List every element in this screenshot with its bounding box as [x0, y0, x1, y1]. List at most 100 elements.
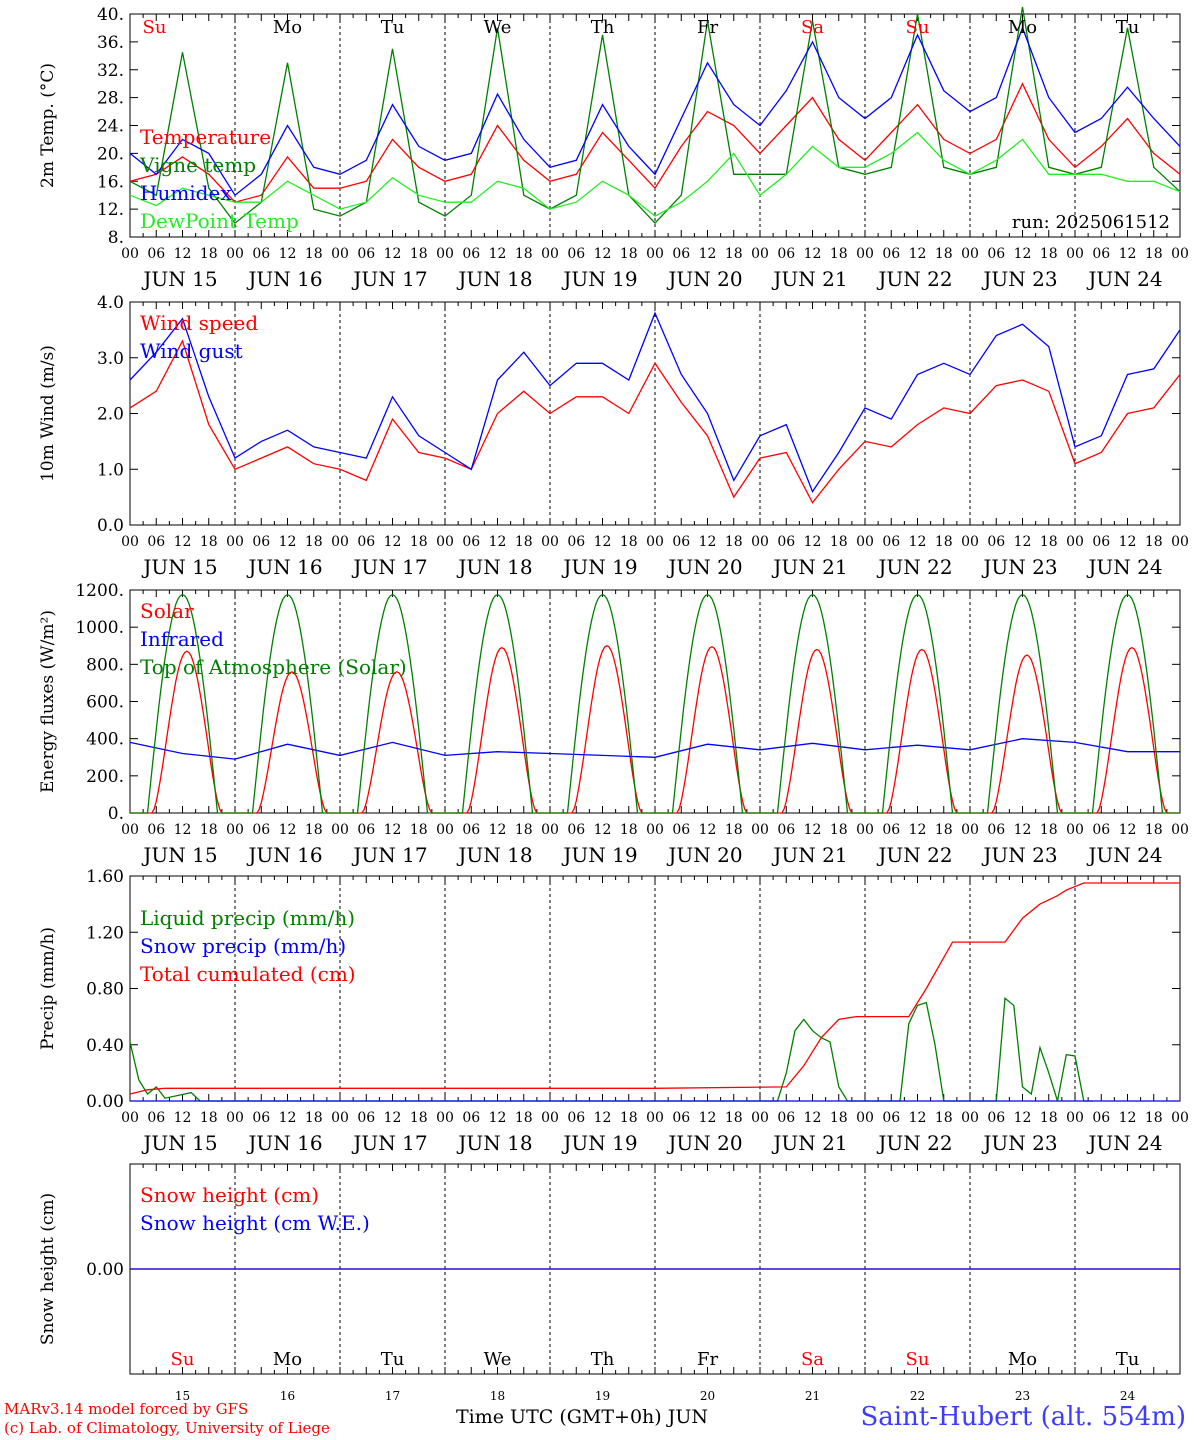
hour-label: 18 — [410, 534, 428, 550]
hour-label: 18 — [515, 822, 533, 838]
date-label: JUN 20 — [666, 555, 742, 579]
credit-model: MARv3.14 model forced by GFS — [4, 1400, 249, 1418]
weekday-label: Tu — [381, 17, 405, 38]
hour-label: 12 — [384, 246, 402, 262]
hour-label: 06 — [357, 822, 375, 838]
hour-label: 18 — [515, 1110, 533, 1126]
plot-frame — [129, 301, 1181, 526]
date-label: JUN 17 — [351, 267, 427, 291]
hour-label: 00 — [541, 534, 559, 550]
series-line-temperature — [129, 82, 1181, 203]
hour-label: 00 — [331, 1110, 349, 1126]
hour-label: 00 — [1171, 246, 1189, 262]
date-label: JUN 21 — [771, 555, 847, 579]
hour-label: 00 — [436, 822, 454, 838]
hour-label: 18 — [305, 1110, 323, 1126]
hour-label: 06 — [357, 534, 375, 550]
hour-label: 06 — [567, 246, 585, 262]
hour-label: 06 — [357, 246, 375, 262]
date-label: JUN 24 — [1086, 1131, 1162, 1155]
legend-entry: Total cumulated (cm) — [140, 962, 356, 986]
day-number-label: 17 — [385, 1389, 400, 1403]
hour-label: 12 — [1014, 534, 1032, 550]
hour-label: 00 — [436, 1110, 454, 1126]
date-label: JUN 15 — [141, 843, 217, 867]
y-tick-label: 40. — [97, 5, 124, 25]
hour-label: 00 — [1171, 534, 1189, 550]
legend-entry: Wind speed — [140, 311, 258, 335]
hour-label: 18 — [1145, 534, 1163, 550]
day-number-label: 19 — [595, 1389, 610, 1403]
legend-entry: Solar — [140, 599, 194, 623]
hour-label: 00 — [1066, 246, 1084, 262]
hour-label: 00 — [751, 1110, 769, 1126]
hour-label: 18 — [830, 534, 848, 550]
hour-label: 18 — [305, 534, 323, 550]
weekday-label: We — [484, 17, 512, 38]
weekday-label: Mo — [1008, 1349, 1037, 1370]
hour-label: 00 — [1171, 1110, 1189, 1126]
y-axis-label: 2m Temp. (°C) — [38, 63, 58, 188]
panel-4: 0.00 0.40 0.80 1.20 1.60 Precip (mm/h) Liquid … — [38, 867, 1189, 1155]
hour-label: 18 — [305, 246, 323, 262]
weekday-label: Sa — [801, 17, 824, 38]
y-tick-label: 800. — [86, 655, 124, 675]
weekday-label: Tu — [1116, 17, 1140, 38]
hour-label: 12 — [384, 534, 402, 550]
hour-label: 00 — [751, 534, 769, 550]
y-tick-label: 1.60 — [86, 867, 124, 887]
hour-label: 06 — [567, 822, 585, 838]
y-tick-label: 12. — [97, 200, 124, 220]
day-number-label: 23 — [1015, 1389, 1030, 1403]
hour-label: 18 — [1040, 1110, 1058, 1126]
date-label: JUN 19 — [561, 843, 637, 867]
y-tick-label: 36. — [97, 33, 124, 53]
hour-label: 06 — [147, 1110, 165, 1126]
date-label: JUN 24 — [1086, 555, 1162, 579]
y-axis-label: 10m Wind (m/s) — [38, 345, 58, 482]
hour-label: 00 — [331, 534, 349, 550]
day-number-label: 22 — [910, 1389, 925, 1403]
panel-5: 0.00 Snow height (cm) Snow height (cm) Snow… — [38, 1163, 1181, 1403]
hour-label: 18 — [1040, 246, 1058, 262]
legend-entry: Snow height (cm W.E.) — [140, 1211, 370, 1235]
legend-entry: Temperature — [140, 125, 271, 149]
hour-label: 18 — [410, 1110, 428, 1126]
panel-2: 0.0 1.0 2.0 3.0 4.0 10m Wind (m/s) Wind speed W… — [38, 293, 1189, 579]
series-line-liquid-precip-mm-h- — [129, 997, 1093, 1102]
series-line-dewpoint-temp — [129, 131, 1181, 217]
hour-label: 12 — [174, 246, 192, 262]
hour-label: 06 — [672, 534, 690, 550]
hour-label: 06 — [777, 822, 795, 838]
legend-entry: Vigne temp — [139, 153, 256, 177]
hour-label: 12 — [1014, 246, 1032, 262]
series-line-wind-speed — [129, 339, 1181, 504]
legend-entry: Infrared — [140, 627, 224, 651]
hour-label: 06 — [987, 1110, 1005, 1126]
hour-label: 00 — [751, 822, 769, 838]
hour-label: 06 — [252, 1110, 270, 1126]
legend-entry: Liquid precip (mm/h) — [140, 906, 355, 930]
y-tick-label: 400. — [86, 730, 124, 750]
hour-label: 06 — [462, 246, 480, 262]
hour-label: 12 — [699, 534, 717, 550]
hour-label: 12 — [1119, 822, 1137, 838]
y-tick-label: 4.0 — [97, 293, 124, 313]
hour-label: 00 — [1066, 1110, 1084, 1126]
date-label: JUN 21 — [771, 1131, 847, 1155]
y-tick-label: 1.20 — [86, 923, 124, 943]
date-label: JUN 22 — [876, 843, 952, 867]
series-line-top-of-atmosphere-solar- — [130, 593, 1180, 814]
hour-label: 06 — [252, 534, 270, 550]
hour-label: 12 — [699, 1110, 717, 1126]
date-label: JUN 19 — [561, 267, 637, 291]
hour-label: 00 — [1066, 534, 1084, 550]
series-line-humidex — [129, 26, 1181, 197]
hour-label: 18 — [200, 1110, 218, 1126]
hour-label: 00 — [646, 1110, 664, 1126]
y-tick-label: 32. — [97, 61, 124, 81]
y-tick-label: 0.40 — [86, 1036, 124, 1056]
y-tick-label: 20. — [97, 144, 124, 164]
hour-label: 12 — [279, 534, 297, 550]
